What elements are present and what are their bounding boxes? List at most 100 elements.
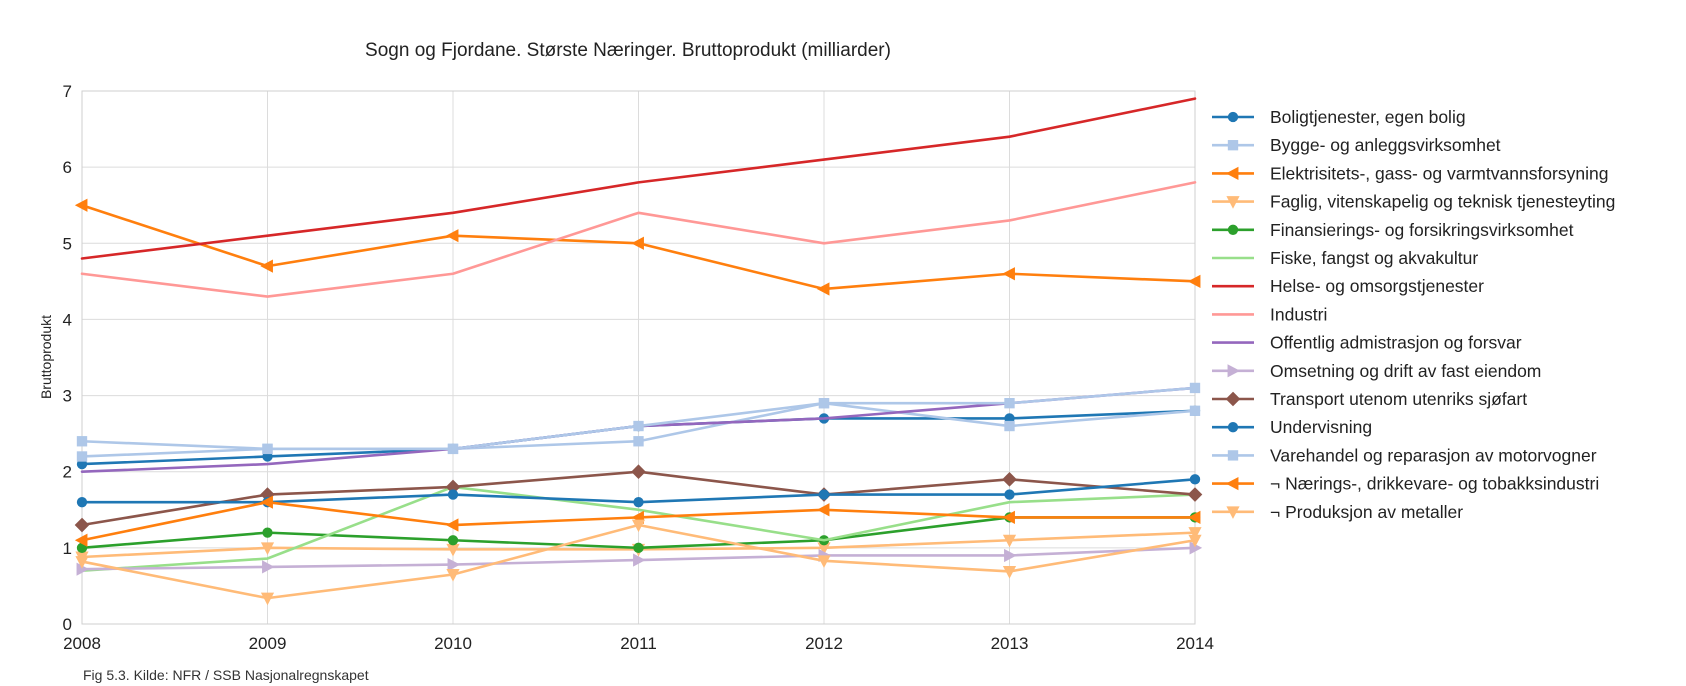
data-point xyxy=(1189,382,1201,394)
data-point xyxy=(1004,489,1015,500)
legend: Boligtjenester, egen bolig Bygge- og anle… xyxy=(1212,107,1615,522)
data-point xyxy=(631,236,644,250)
x-tick-label: 2010 xyxy=(434,634,472,653)
legend-item: Elektrisitets-, gass- og varmtvannsforsy… xyxy=(1212,163,1608,183)
legend-label: ¬ Nærings-, drikkevare- og tobakksindust… xyxy=(1270,474,1599,494)
x-tick-label: 2014 xyxy=(1176,634,1214,653)
data-point xyxy=(1002,534,1017,548)
y-tick-label: 4 xyxy=(63,310,72,329)
data-point xyxy=(818,489,830,500)
y-axis-label: Bruttoprodukt xyxy=(38,315,54,399)
data-point xyxy=(446,569,460,582)
data-point xyxy=(1188,527,1202,540)
legend-item: Offentlig admistrasjon og forsvar xyxy=(1212,333,1522,353)
legend-marker xyxy=(1227,450,1239,461)
x-tick-label: 2011 xyxy=(620,634,657,653)
legend-label: ¬ Produksjon av metaller xyxy=(1270,502,1463,522)
data-point xyxy=(447,535,459,546)
chart-title: Sogn og Fjordane. Største Næringer. Brut… xyxy=(365,40,891,61)
legend-item: Undervisning xyxy=(1212,417,1372,437)
x-tick-label: 2012 xyxy=(805,634,843,653)
legend-marker xyxy=(1226,506,1240,519)
data-point xyxy=(633,542,644,554)
data-point xyxy=(1002,267,1015,281)
legend-label: Boligtjenester, egen bolig xyxy=(1270,107,1466,127)
y-tick-label: 2 xyxy=(63,463,72,482)
legend-marker xyxy=(1227,364,1241,378)
legend-item: Varehandel og reparasjon av motorvogner xyxy=(1212,445,1597,465)
legend-marker xyxy=(1225,476,1239,491)
data-point xyxy=(447,443,459,455)
series-15 xyxy=(75,519,1202,606)
legend-label: Offentlig admistrasjon og forsvar xyxy=(1270,333,1522,353)
data-point xyxy=(1002,510,1015,525)
legend-label: Bygge- og anleggsvirksomhet xyxy=(1270,135,1501,155)
series-layer xyxy=(74,97,1203,606)
data-point xyxy=(1187,510,1201,525)
data-point xyxy=(260,592,275,606)
data-point xyxy=(75,556,89,569)
legend-label: Varehandel og reparasjon av motorvogner xyxy=(1270,445,1597,465)
data-point xyxy=(1188,534,1202,548)
legend-label: Omsetning og drift av fast eiendom xyxy=(1270,361,1541,381)
x-axis-ticks: 2008 2009 2010 2011 2012 2013 2014 xyxy=(63,634,1214,653)
y-tick-label: 1 xyxy=(63,539,72,558)
x-tick-label: 2009 xyxy=(249,634,287,653)
legend-marker xyxy=(1227,422,1239,433)
series-8 xyxy=(80,181,1197,298)
legend-label: Industri xyxy=(1270,304,1327,324)
series-6 xyxy=(80,485,1197,573)
data-point xyxy=(817,555,831,568)
y-tick-label: 7 xyxy=(63,82,72,101)
legend-item: Fiske, fangst og akvakultur xyxy=(1212,248,1478,268)
legend-item: Faglig, vitenskapelig og teknisk tjenest… xyxy=(1212,192,1615,212)
data-point xyxy=(633,420,644,432)
series-line xyxy=(80,485,1197,573)
legend-item: Bygge- og anleggsvirksomhet xyxy=(1212,135,1501,155)
legend-marker xyxy=(1225,391,1241,407)
data-point xyxy=(445,229,459,243)
data-point xyxy=(633,553,646,567)
data-point xyxy=(1004,420,1015,432)
legend-item: Helse- og omsorgstjenester xyxy=(1212,276,1484,296)
legend-marker xyxy=(1225,166,1239,181)
data-point xyxy=(633,496,644,508)
legend-item: ¬ Produksjon av metaller xyxy=(1212,502,1463,522)
series-13 xyxy=(76,382,1201,462)
series-7 xyxy=(80,97,1197,260)
series-line xyxy=(80,97,1197,260)
data-point xyxy=(260,542,275,555)
data-point xyxy=(631,464,646,480)
data-point xyxy=(1004,398,1015,409)
plot-frame xyxy=(81,90,1196,625)
legend-label: Helse- og omsorgstjenester xyxy=(1270,276,1484,296)
data-point xyxy=(1189,405,1201,416)
legend-item: ¬ Nærings-, drikkevare- og tobakksindust… xyxy=(1212,474,1599,494)
data-point xyxy=(1002,472,1017,487)
legend-label: Finansierings- og forsikringsvirksomhet xyxy=(1270,220,1574,240)
data-point xyxy=(260,495,273,509)
data-point xyxy=(1187,274,1201,288)
legend-label: Elektrisitets-, gass- og varmtvannsforsy… xyxy=(1270,163,1608,183)
data-point xyxy=(76,496,88,508)
y-tick-label: 0 xyxy=(63,615,72,634)
legend-label: Undervisning xyxy=(1270,417,1372,437)
data-point xyxy=(816,503,830,517)
data-point xyxy=(262,443,273,455)
series-11 xyxy=(74,464,1203,533)
data-point xyxy=(631,519,646,533)
x-tick-label: 2013 xyxy=(991,634,1029,653)
y-tick-label: 3 xyxy=(63,387,72,406)
legend-item: Finansierings- og forsikringsvirksomhet xyxy=(1212,220,1574,240)
y-axis-ticks: 0 1 2 3 4 5 6 7 xyxy=(63,82,72,634)
data-point xyxy=(262,560,275,574)
legend-marker xyxy=(1227,111,1239,123)
data-point xyxy=(445,518,459,532)
legend-item: Industri xyxy=(1212,304,1327,324)
figure-caption: Fig 5.3. Kilde: NFR / SSB Nasjonalregnsk… xyxy=(83,667,369,683)
data-point xyxy=(260,259,273,273)
legend-item: Omsetning og drift av fast eiendom xyxy=(1212,361,1541,381)
data-point xyxy=(1004,548,1017,563)
